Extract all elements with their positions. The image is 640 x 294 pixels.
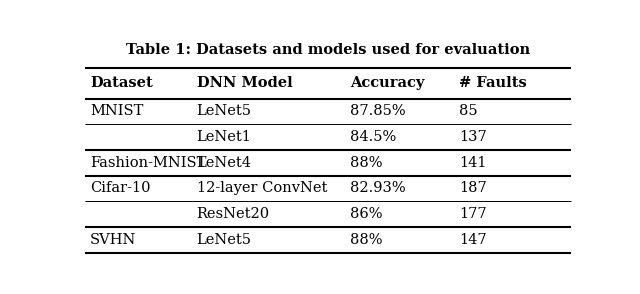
Text: 85: 85: [460, 104, 478, 118]
Text: LeNet1: LeNet1: [196, 130, 252, 144]
Text: LeNet5: LeNet5: [196, 233, 252, 247]
Text: 88%: 88%: [350, 233, 383, 247]
Text: 137: 137: [460, 130, 487, 144]
Text: 12-layer ConvNet: 12-layer ConvNet: [196, 181, 327, 196]
Text: LeNet4: LeNet4: [196, 156, 252, 170]
Text: SVHN: SVHN: [90, 233, 136, 247]
Text: 87.85%: 87.85%: [350, 104, 406, 118]
Text: LeNet5: LeNet5: [196, 104, 252, 118]
Text: 187: 187: [460, 181, 487, 196]
Text: Accuracy: Accuracy: [350, 76, 425, 90]
Text: ResNet20: ResNet20: [196, 207, 269, 221]
Text: Cifar-10: Cifar-10: [90, 181, 150, 196]
Text: 147: 147: [460, 233, 487, 247]
Text: Dataset: Dataset: [90, 76, 153, 90]
Text: MNIST: MNIST: [90, 104, 143, 118]
Text: 84.5%: 84.5%: [350, 130, 397, 144]
Text: 88%: 88%: [350, 156, 383, 170]
Text: Fashion-MNIST: Fashion-MNIST: [90, 156, 206, 170]
Text: 86%: 86%: [350, 207, 383, 221]
Text: Table 1: Datasets and models used for evaluation: Table 1: Datasets and models used for ev…: [126, 43, 530, 57]
Text: DNN Model: DNN Model: [196, 76, 292, 90]
Text: 177: 177: [460, 207, 487, 221]
Text: 82.93%: 82.93%: [350, 181, 406, 196]
Text: 141: 141: [460, 156, 487, 170]
Text: # Faults: # Faults: [460, 76, 527, 90]
